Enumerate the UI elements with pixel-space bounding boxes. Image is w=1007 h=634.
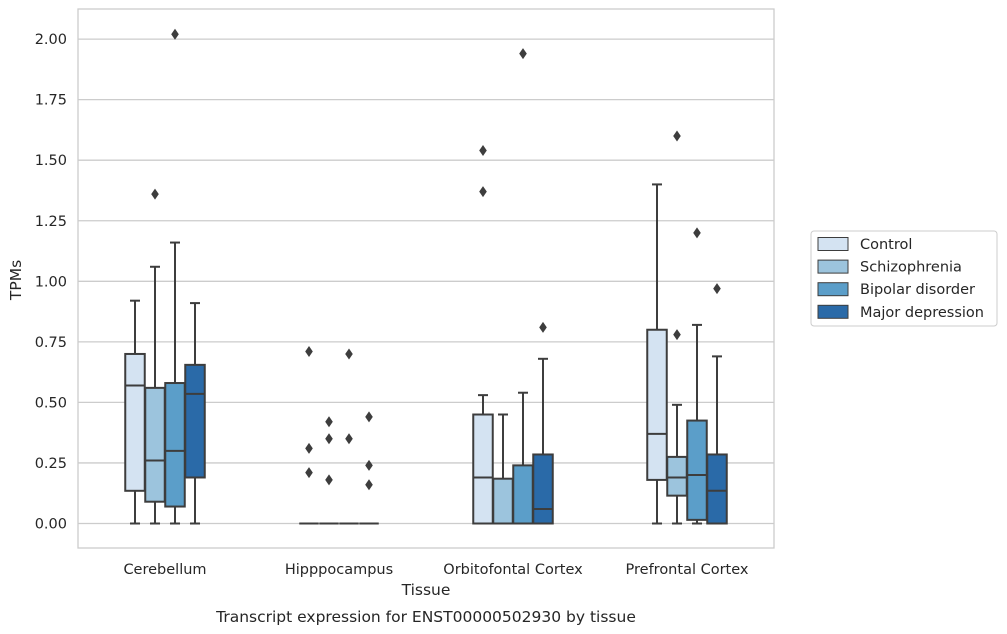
outlier-point	[365, 411, 373, 423]
box-1-2	[339, 348, 359, 525]
outlier-point	[479, 145, 487, 157]
box-3-1	[666, 130, 688, 525]
outlier-point	[365, 479, 373, 491]
boxes	[124, 28, 728, 525]
box-body	[492, 477, 514, 525]
legend-label: Bipolar disorder	[860, 282, 975, 298]
legend-label: Schizophrenia	[860, 260, 962, 276]
y-tick-label: 1.75	[35, 93, 67, 109]
box-1-3	[359, 411, 379, 525]
x-axis-label: Tissue	[401, 581, 451, 599]
outlier-point	[345, 433, 353, 445]
y-tick-label: 2.00	[35, 32, 67, 48]
box-body	[124, 352, 146, 492]
box-body	[184, 363, 206, 479]
y-tick-label: 0.50	[35, 395, 67, 411]
x-tick-label: Cerebellum	[123, 562, 206, 578]
outlier-point	[673, 130, 681, 142]
box-0-0	[124, 299, 146, 525]
box-2-3	[532, 321, 554, 525]
box-2-0	[472, 145, 494, 525]
outlier-point	[171, 28, 179, 40]
legend-swatch	[817, 282, 849, 297]
legend-label: Control	[860, 237, 912, 253]
box-body	[144, 386, 166, 503]
box-1-1	[319, 416, 339, 525]
x-tick-label: Prefrontal Cortex	[626, 562, 749, 578]
box-0-3	[184, 302, 206, 525]
outlier-point	[325, 433, 333, 445]
plot-frame	[77, 8, 775, 549]
outlier-point	[305, 346, 313, 358]
y-tick-label: 0.25	[35, 456, 67, 472]
box-body	[164, 382, 186, 508]
box-0-2	[164, 28, 186, 525]
outlier-point	[305, 442, 313, 454]
box-2-2	[512, 48, 534, 525]
chart-caption: Transcript expression for ENST0000050293…	[215, 608, 636, 626]
y-tick-labels: 0.00 0.25 0.50 0.75 1.00 1.25 1.50 1.75 2.00	[35, 32, 67, 532]
outlier-point	[693, 227, 701, 239]
legend-label: Major depression	[860, 305, 984, 321]
box-body	[666, 455, 688, 497]
legend-frame	[810, 230, 998, 327]
box-2-1	[492, 413, 514, 525]
outlier-point	[365, 459, 373, 471]
outlier-point	[325, 416, 333, 428]
box-3-0	[646, 183, 668, 525]
outlier-point	[539, 321, 547, 333]
box-body	[646, 328, 668, 481]
box-body	[512, 464, 534, 525]
box-3-2	[686, 227, 708, 525]
outlier-point	[479, 186, 487, 198]
x-tick-labels: Cerebellum Hipppocampus Orbitofontal Corte…	[123, 562, 748, 578]
box-body	[472, 413, 494, 525]
box-body	[706, 453, 728, 525]
outlier-point	[345, 348, 353, 360]
legend: Control Schizophrenia Bipolar disorder Majo…	[810, 230, 998, 327]
x-tick-label: Hipppocampus	[285, 562, 393, 578]
outlier-point	[519, 48, 527, 60]
y-tick-label: 0.00	[35, 517, 67, 533]
box-1-0	[299, 346, 319, 525]
box-body	[686, 419, 708, 521]
outlier-point	[325, 474, 333, 486]
box-3-3	[706, 283, 728, 525]
y-tick-label: 1.50	[35, 153, 67, 169]
box-body	[532, 453, 554, 525]
y-tick-label: 1.25	[35, 214, 67, 230]
legend-swatch	[817, 259, 849, 274]
y-axis-label: TPMs	[7, 260, 25, 301]
y-tick-label: 1.00	[35, 274, 67, 290]
outlier-point	[305, 467, 313, 479]
legend-swatch	[817, 304, 849, 319]
box-0-1	[144, 188, 166, 525]
outlier-point	[673, 329, 681, 341]
y-tick-label: 0.75	[35, 335, 67, 351]
outlier-point	[151, 188, 159, 200]
x-tick-label: Orbitofontal Cortex	[443, 562, 583, 578]
outlier-point	[713, 283, 721, 295]
legend-swatch	[817, 237, 849, 251]
